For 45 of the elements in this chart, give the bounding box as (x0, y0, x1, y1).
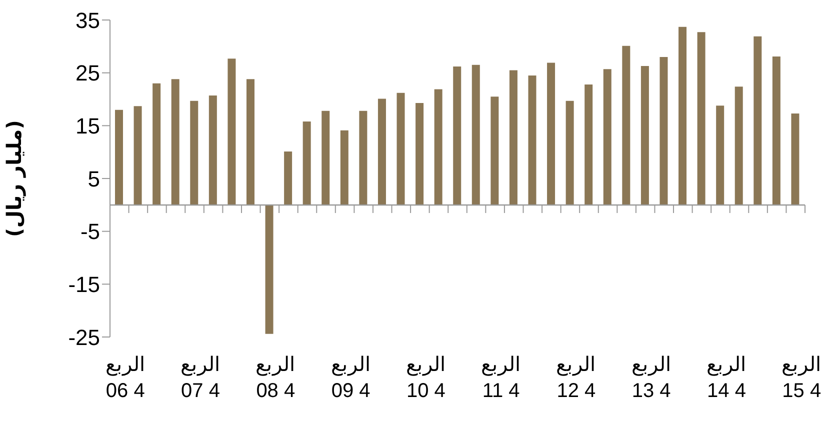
bar (490, 96, 499, 205)
bar (622, 46, 630, 205)
bar (322, 110, 330, 205)
y-tick-label: 15 (76, 113, 100, 138)
bar (772, 56, 780, 205)
bar (152, 83, 161, 205)
bar (640, 66, 649, 205)
bar (228, 58, 236, 205)
bar (791, 114, 800, 205)
bar (603, 69, 612, 205)
y-tick-label: -15 (68, 272, 100, 297)
bar (434, 89, 442, 205)
bar (134, 106, 142, 205)
bar (115, 110, 123, 205)
bar (734, 86, 743, 205)
bar (416, 102, 424, 205)
bar (547, 62, 556, 205)
y-axis-title: (مليار ريال) (2, 120, 26, 237)
y-tick-label: -5 (80, 219, 100, 244)
bar (660, 56, 668, 205)
bar (472, 64, 480, 205)
bar (678, 26, 687, 205)
y-tick-label: 35 (76, 8, 100, 33)
y-tick-label: 25 (76, 60, 100, 86)
bar (171, 79, 180, 205)
bar (716, 106, 724, 205)
bar (509, 70, 518, 205)
bar (584, 84, 593, 205)
bar (246, 79, 254, 205)
bar (265, 204, 274, 334)
bar (302, 121, 311, 205)
bar (190, 100, 198, 205)
bar (754, 36, 762, 205)
bar (396, 92, 405, 205)
bar (340, 130, 348, 205)
bar (453, 66, 462, 205)
y-tick-label: 5 (88, 166, 100, 192)
bar (697, 32, 706, 205)
bar (284, 152, 292, 205)
bar (528, 75, 536, 205)
bar (359, 110, 368, 205)
bar (378, 98, 386, 205)
bar (566, 100, 574, 205)
y-tick-label: -25 (68, 324, 100, 350)
bar (208, 96, 217, 205)
